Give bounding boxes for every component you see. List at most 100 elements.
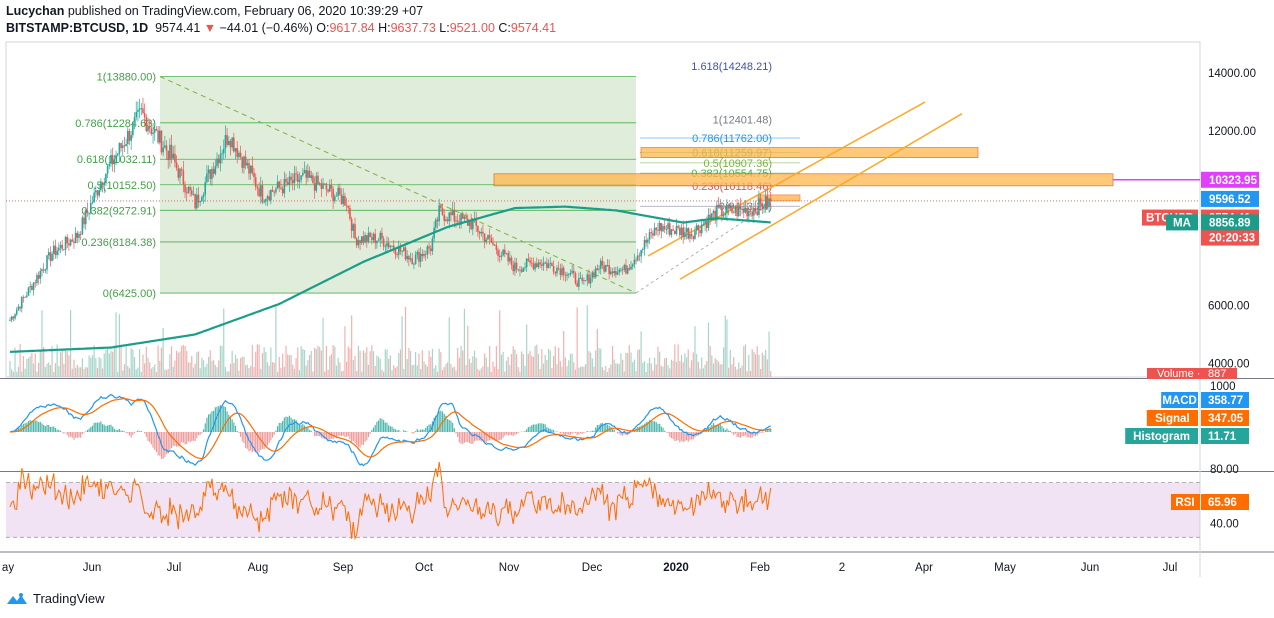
macd-histogram-bar <box>361 432 363 445</box>
candle-body <box>148 127 151 129</box>
candle-body <box>244 156 247 166</box>
volume-bar <box>209 350 211 377</box>
candle-body <box>387 242 390 248</box>
volume-bar <box>305 365 307 377</box>
candle-body <box>275 188 277 193</box>
candle-body <box>695 225 698 231</box>
ma-badge: MA 8856.89 <box>1166 214 1259 231</box>
candle-body <box>541 264 543 266</box>
candle-body <box>26 295 28 297</box>
volume-bar <box>596 328 598 377</box>
volume-bar <box>229 363 232 377</box>
volume-bar <box>746 371 748 377</box>
candle-body <box>170 144 173 159</box>
volume-bar <box>389 355 391 377</box>
rsi-value-bg <box>1201 494 1249 510</box>
candle-body <box>83 217 85 225</box>
candle-body <box>137 109 139 112</box>
candle-body <box>340 194 343 204</box>
footer-brand[interactable]: TradingView <box>6 591 105 606</box>
volume-bar <box>81 358 83 377</box>
volume-bar <box>664 358 666 377</box>
time-axis-tick: ay <box>2 562 14 574</box>
candle-body <box>386 242 388 247</box>
macd-histogram-bar <box>71 432 73 438</box>
candle-body <box>443 215 446 221</box>
volume-bar <box>709 345 711 377</box>
volume-bar <box>473 350 476 377</box>
macd-histogram-bar <box>147 432 149 441</box>
macd-histogram-bar <box>460 432 462 444</box>
candle-body <box>731 205 733 213</box>
candle-body <box>364 235 366 243</box>
macd-histogram-bar <box>561 432 563 433</box>
candle-body <box>61 244 63 250</box>
symbol-label[interactable]: BITSTAMP:BTCUSD, 1D <box>6 21 149 35</box>
macd-histogram-bar <box>340 432 343 436</box>
candle-body <box>349 207 351 219</box>
macd-histogram-bar <box>532 424 535 432</box>
time-axis-tick: Sep <box>333 562 353 574</box>
volume-bar <box>521 351 523 377</box>
macd-histogram-bar <box>653 421 656 432</box>
volume-bar <box>325 346 328 377</box>
candle-body <box>692 235 695 239</box>
candle-body <box>278 181 281 188</box>
candle-body <box>759 198 762 204</box>
volume-bar <box>192 367 195 377</box>
macd-histogram-bar <box>369 432 371 434</box>
time-axis-tick: Oct <box>415 562 434 574</box>
ma-line <box>9 205 771 353</box>
volume-bar <box>616 363 619 377</box>
volume-bar <box>669 368 671 377</box>
volume-bar <box>504 371 506 377</box>
volume-bar <box>233 363 235 377</box>
macd-histogram-bar <box>32 420 35 432</box>
volume-bar <box>27 358 30 377</box>
volume-bar <box>95 357 97 377</box>
change-value: −44.01 (−0.46%) <box>219 21 313 35</box>
macd-histogram-bar <box>605 423 607 432</box>
macd-histogram-bar <box>728 430 730 432</box>
volume-bar <box>526 324 528 377</box>
volume-bar <box>160 347 163 377</box>
volume-bar <box>374 365 376 377</box>
resistance-box-upper <box>640 147 979 158</box>
candle-body <box>305 170 308 178</box>
author-name[interactable]: Lucychan <box>6 4 65 18</box>
volume-bar <box>204 366 206 377</box>
candle-body <box>15 309 18 315</box>
macd-histogram-bar <box>201 432 203 434</box>
candle-body <box>66 236 69 244</box>
volume-bar <box>568 360 570 377</box>
macd-histogram-bar <box>531 425 533 432</box>
macd-histogram-bar <box>181 432 183 443</box>
volume-bar <box>19 344 21 377</box>
macd-histogram-bar <box>154 432 156 450</box>
macd-histogram-bar <box>760 432 762 433</box>
volume-bar <box>573 362 575 377</box>
volume-bar <box>446 362 449 377</box>
candle-body <box>611 271 614 274</box>
rsi-axis-tick: 80.00 <box>1210 464 1239 476</box>
macd-histogram-bar <box>517 432 519 433</box>
volume-bar <box>150 368 152 377</box>
macd-histogram-bar <box>194 432 196 442</box>
macd-histogram-bar <box>127 432 129 434</box>
macd-histogram-bar <box>702 431 704 432</box>
volume-bar <box>236 358 238 377</box>
volume-bar <box>682 362 684 377</box>
candle-body <box>365 235 368 242</box>
volume-bar <box>342 370 344 377</box>
volume-bar <box>201 357 203 377</box>
macd-histogram-bar <box>527 427 529 432</box>
volume-bar <box>206 363 208 377</box>
candle-body <box>111 155 114 165</box>
volume-bar <box>22 356 25 377</box>
legend-label: Histogram <box>1133 431 1190 443</box>
candle-body <box>613 271 615 274</box>
volume-bar <box>170 346 173 377</box>
macd-histogram-bar <box>260 432 262 450</box>
candle-body <box>652 233 654 236</box>
